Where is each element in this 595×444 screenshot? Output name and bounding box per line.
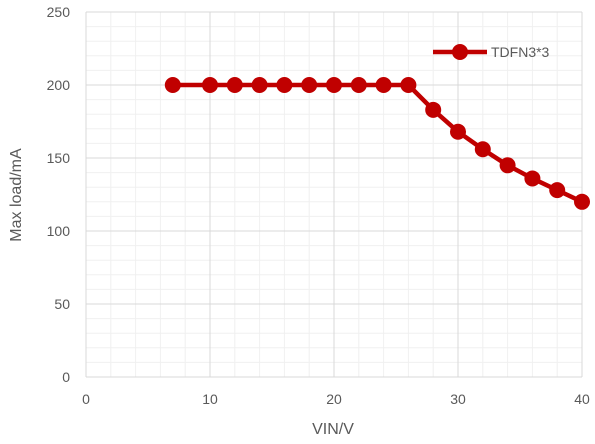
data-point xyxy=(350,77,367,93)
x-tick-label: 10 xyxy=(202,391,218,407)
data-point xyxy=(251,77,268,93)
x-tick-label: 0 xyxy=(82,391,90,407)
x-tick-label: 20 xyxy=(326,391,342,407)
y-tick-label: 0 xyxy=(62,369,70,385)
data-point xyxy=(164,77,181,93)
y-tick-label: 200 xyxy=(47,77,71,93)
y-axis-label: Max load/mA xyxy=(8,148,25,242)
data-point xyxy=(400,77,417,93)
data-point xyxy=(450,123,466,140)
data-point xyxy=(375,77,392,93)
data-point xyxy=(326,77,342,93)
y-axis-ticks: 0 50 100 150 200 250 xyxy=(47,4,71,385)
x-axis-label: VIN/V xyxy=(312,421,354,438)
data-point xyxy=(425,101,442,118)
legend-marker xyxy=(452,44,468,60)
data-point xyxy=(301,77,318,93)
x-tick-label: 40 xyxy=(574,391,590,407)
x-tick-label: 30 xyxy=(450,391,466,407)
series-layer xyxy=(164,77,590,210)
x-axis-ticks: 0 10 20 30 40 xyxy=(82,391,590,407)
data-point xyxy=(524,170,541,187)
data-point xyxy=(549,182,566,199)
legend: TDFN3*3 xyxy=(433,44,550,60)
data-point xyxy=(202,77,218,93)
y-tick-label: 250 xyxy=(47,4,71,20)
data-point xyxy=(474,141,491,158)
legend-label: TDFN3*3 xyxy=(491,44,550,60)
data-point xyxy=(499,157,516,174)
y-tick-label: 150 xyxy=(47,150,71,166)
data-point xyxy=(276,77,293,93)
y-tick-label: 100 xyxy=(47,223,71,239)
y-tick-label: 50 xyxy=(54,296,70,312)
data-point xyxy=(574,193,590,210)
data-point xyxy=(226,77,243,93)
